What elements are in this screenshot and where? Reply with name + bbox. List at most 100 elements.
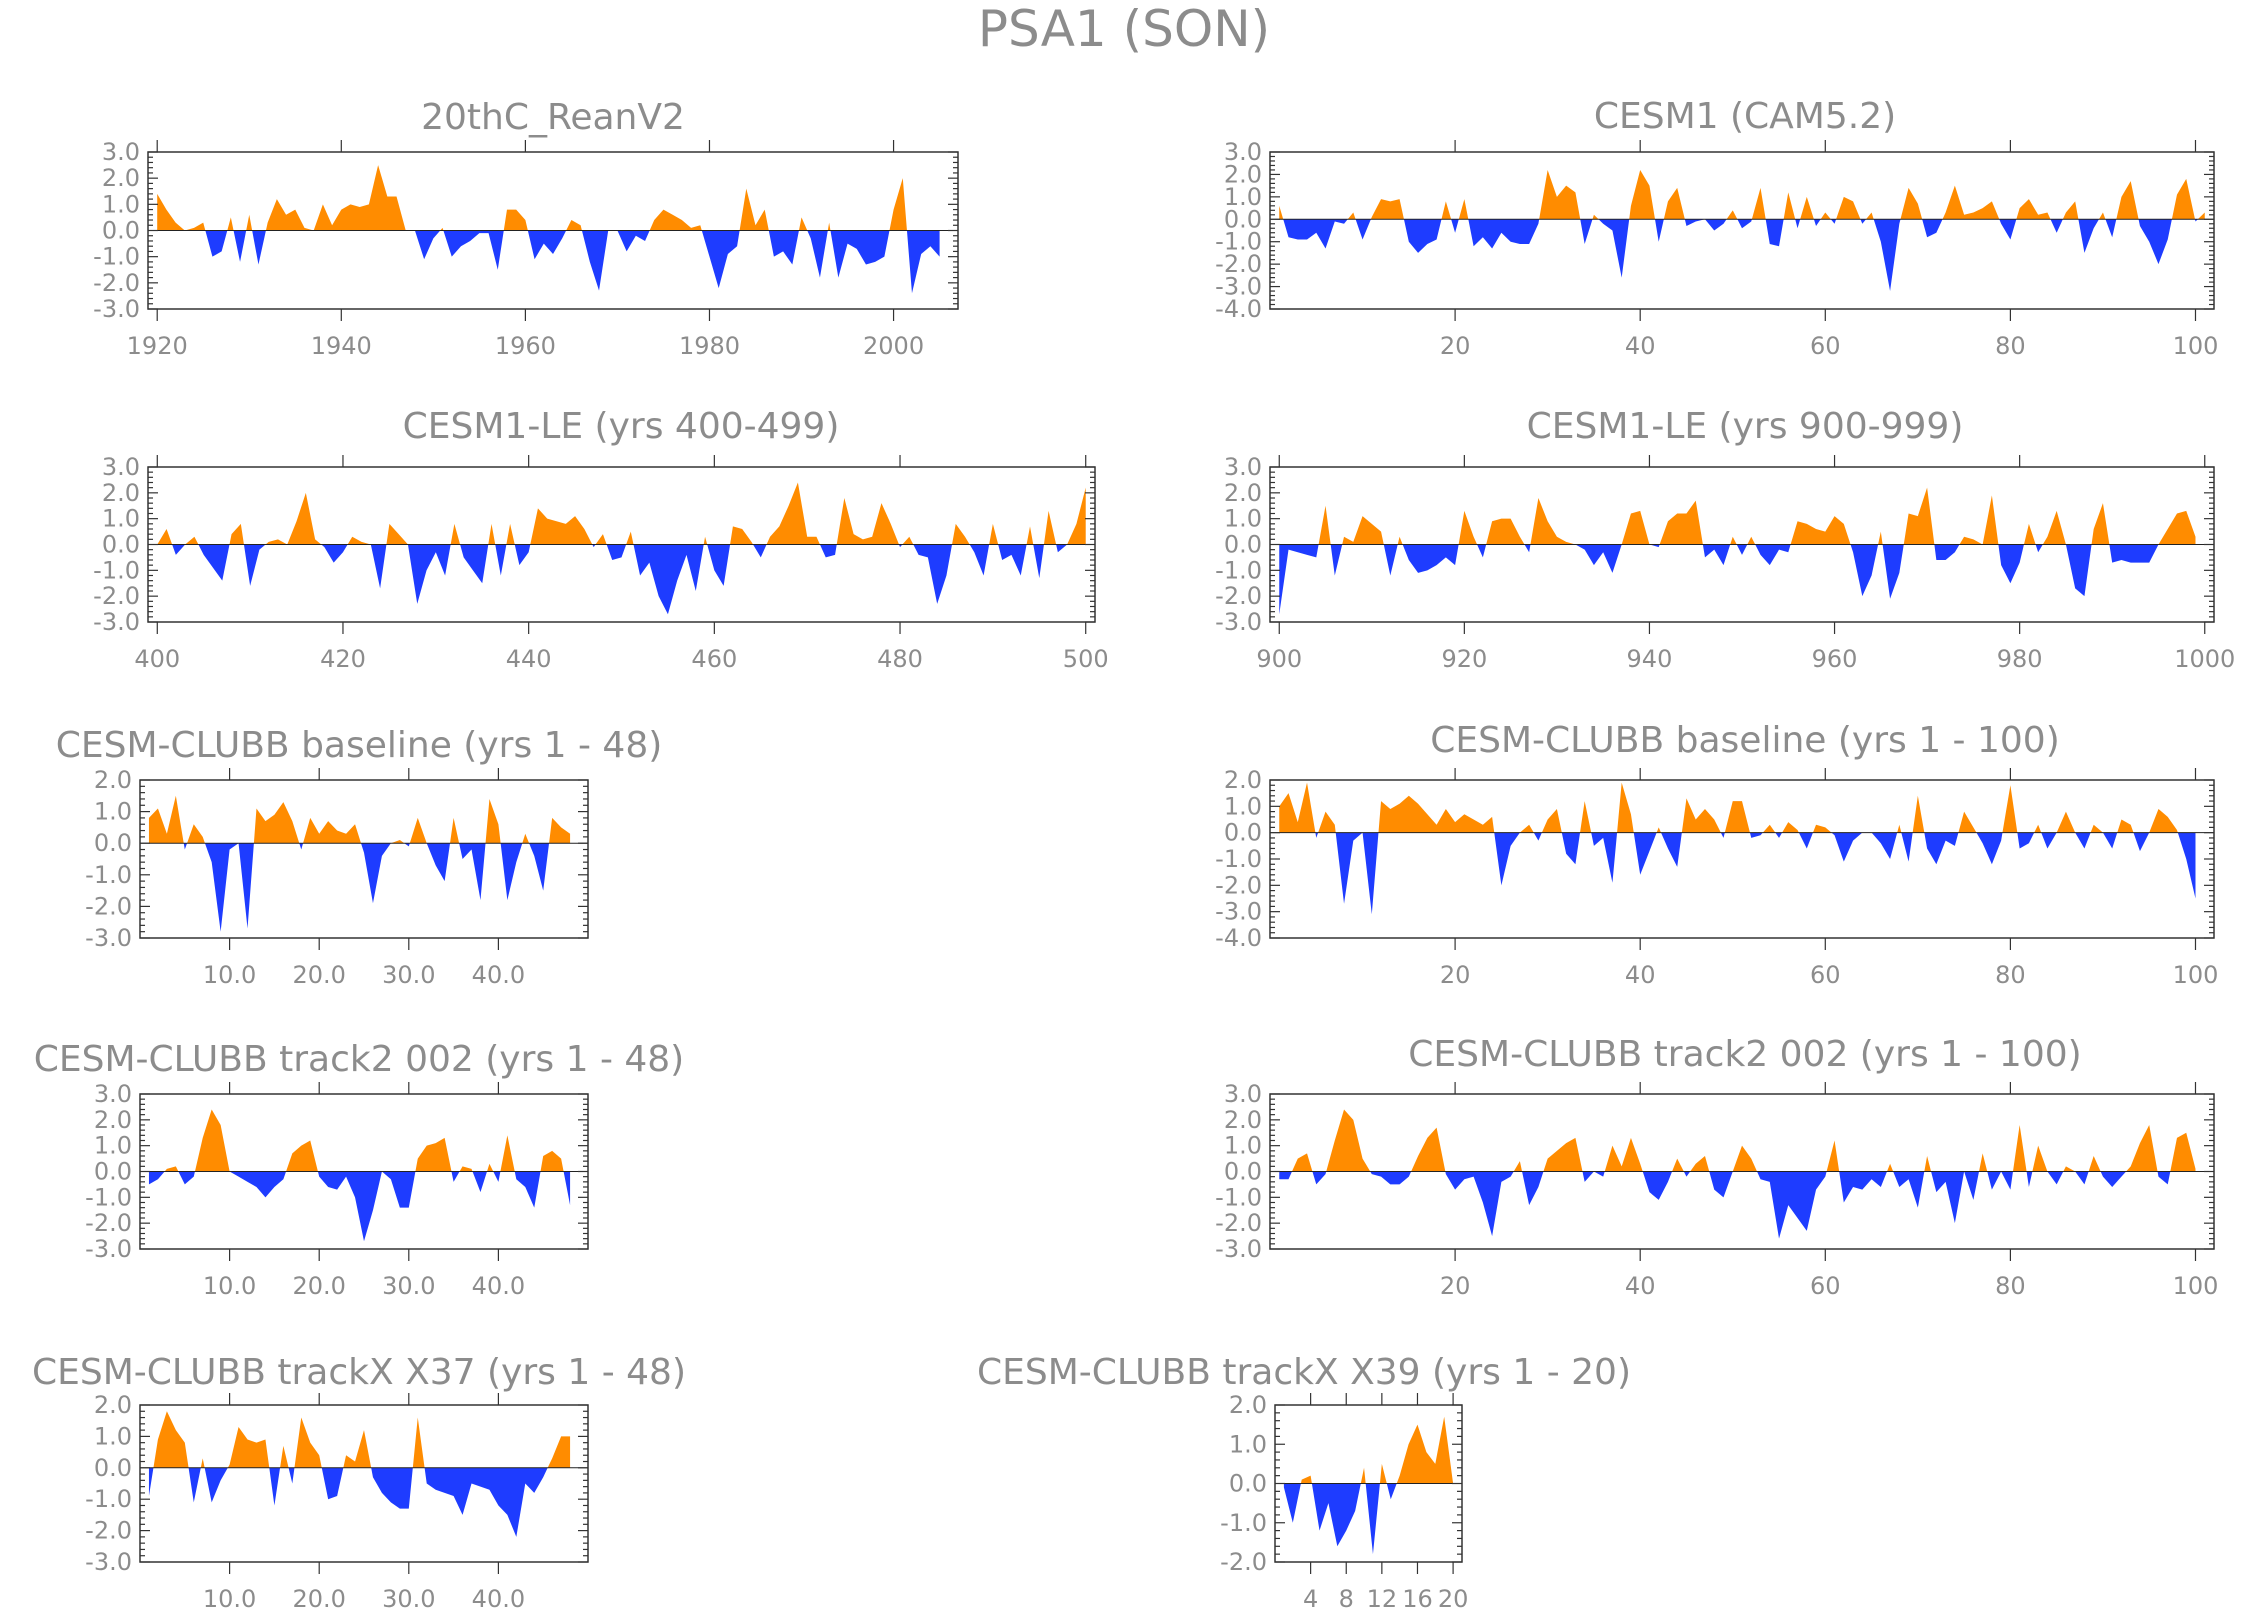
panel-title: CESM-CLUBB track2 002 (yrs 1 - 100) xyxy=(1408,1034,2081,1075)
x-tick-label: 40 xyxy=(1625,1272,1656,1300)
positive-area xyxy=(1279,782,2196,833)
x-tick-label: 900 xyxy=(1256,645,1302,673)
y-tick-label: -3.0 xyxy=(1215,898,1262,926)
panel-title: CESM-CLUBB track2 002 (yrs 1 - 48) xyxy=(34,1039,684,1080)
x-tick-label: 60 xyxy=(1810,1272,1841,1300)
y-tick-label: 0.0 xyxy=(1229,1470,1267,1498)
y-tick-label: 1.0 xyxy=(1224,1132,1262,1160)
x-tick-label: 8 xyxy=(1339,1585,1354,1612)
panel-title: CESM1-LE (yrs 400-499) xyxy=(403,406,840,447)
y-tick-label: 2.0 xyxy=(102,479,140,507)
x-tick-label: 20 xyxy=(1440,332,1471,360)
x-tick-label: 460 xyxy=(691,645,737,673)
y-tick-label: 1.0 xyxy=(94,1422,132,1450)
x-tick-label: 420 xyxy=(320,645,366,673)
y-tick-label: -3.0 xyxy=(1215,608,1262,636)
negative-area xyxy=(148,1171,571,1242)
positive-area xyxy=(157,165,940,231)
y-tick-label: 0.0 xyxy=(102,531,140,559)
y-tick-label: 1.0 xyxy=(102,190,140,218)
chart-panel: CESM-CLUBB track2 002 (yrs 1 - 100) 3.02.… xyxy=(1215,1034,2218,1300)
y-tick-label: -2.0 xyxy=(85,1517,132,1545)
negative-area xyxy=(157,230,940,294)
y-tick-label: 2.0 xyxy=(1224,160,1262,188)
chart-panel: CESM-CLUBB trackX X37 (yrs 1 - 48)2.0 1.0… xyxy=(32,1352,686,1612)
y-tick-label: 1.0 xyxy=(94,798,132,826)
chart-panel: 20thC_ReanV2 3.02.01.00.0-1.0-2.0-3.0 1920… xyxy=(93,97,959,360)
x-tick-label: 30.0 xyxy=(382,1272,435,1300)
y-tick-label: -1.0 xyxy=(85,1485,132,1513)
positive-area xyxy=(1279,169,2205,220)
y-tick-label: -1.0 xyxy=(1215,845,1262,873)
x-tick-label: 40.0 xyxy=(472,1272,525,1300)
plot-frame xyxy=(139,779,589,939)
y-tick-label: 2.0 xyxy=(1224,479,1262,507)
x-tick-label: 20 xyxy=(1440,1272,1471,1300)
x-tick-label: 16 xyxy=(1402,1585,1433,1612)
y-tick-label: 3.0 xyxy=(94,1080,132,1108)
y-tick-label: 0.0 xyxy=(102,217,140,245)
positive-area xyxy=(148,795,571,844)
y-tick-label: 1.0 xyxy=(94,1132,132,1160)
x-tick-label: 40.0 xyxy=(472,961,525,989)
chart-panel: CESM1-LE (yrs 400-499) 3.02.01.00.0-1.0-2… xyxy=(93,406,1108,673)
y-tick-label: 2.0 xyxy=(94,766,132,794)
x-tick-label: 920 xyxy=(1441,645,1487,673)
x-tick-label: 100 xyxy=(2173,961,2219,989)
x-tick-label: 60 xyxy=(1810,332,1841,360)
x-tick-label: 2000 xyxy=(863,332,924,360)
y-tick-label: 0.0 xyxy=(94,1158,132,1186)
x-tick-label: 1980 xyxy=(679,332,740,360)
negative-area xyxy=(1279,1171,2196,1239)
y-tick-label: 2.0 xyxy=(1224,766,1262,794)
y-tick-label: 1.0 xyxy=(1224,792,1262,820)
y-tick-label: -4.0 xyxy=(1215,924,1262,952)
negative-area xyxy=(1279,544,2196,615)
y-tick-label: -4.0 xyxy=(1215,295,1262,323)
x-tick-label: 20.0 xyxy=(292,961,345,989)
x-tick-label: 940 xyxy=(1627,645,1673,673)
positive-area xyxy=(1283,1416,1454,1484)
panel-title: CESM-CLUBB baseline (yrs 1 - 100) xyxy=(1430,720,2060,761)
y-tick-label: 2.0 xyxy=(1229,1391,1267,1419)
y-tick-label: -2.0 xyxy=(93,269,140,297)
y-tick-label: -3.0 xyxy=(93,295,140,323)
plot-frame xyxy=(1269,151,2215,310)
x-tick-label: 80 xyxy=(1995,332,2026,360)
y-tick-label: 2.0 xyxy=(1224,1106,1262,1134)
y-tick-label: -3.0 xyxy=(85,924,132,952)
y-tick-label: 0.0 xyxy=(94,829,132,857)
panel-title: CESM1-LE (yrs 900-999) xyxy=(1527,406,1964,447)
x-tick-label: 100 xyxy=(2173,1272,2219,1300)
x-tick-label: 500 xyxy=(1063,645,1109,673)
y-tick-label: 2.0 xyxy=(94,1106,132,1134)
y-tick-label: -2.0 xyxy=(1215,250,1262,278)
y-tick-label: -2.0 xyxy=(1215,1209,1262,1237)
x-tick-label: 980 xyxy=(1997,645,2043,673)
y-tick-label: -1.0 xyxy=(93,243,140,271)
y-tick-label: -1.0 xyxy=(85,861,132,889)
negative-area xyxy=(1283,1483,1454,1555)
panel-title: CESM-CLUBB trackX X37 (yrs 1 - 48) xyxy=(32,1352,686,1393)
x-tick-label: 20 xyxy=(1438,1585,1469,1612)
y-tick-label: 0.0 xyxy=(1224,819,1262,847)
chart-panel: CESM-CLUBB trackX X39 (yrs 1 - 20)2.0 1.0… xyxy=(977,1352,1631,1612)
y-tick-label: -1.0 xyxy=(1220,1509,1267,1537)
y-tick-label: -3.0 xyxy=(85,1548,132,1576)
y-tick-label: -2.0 xyxy=(1220,1548,1267,1576)
y-tick-label: 1.0 xyxy=(1229,1430,1267,1458)
y-tick-label: 0.0 xyxy=(1224,1158,1262,1186)
panels-container: 20thC_ReanV23.02.01.00.0-1.0-2.0-3.01920… xyxy=(32,96,2235,1612)
x-tick-label: 10.0 xyxy=(203,1585,256,1612)
chart-panel: CESM1 (CAM5.2) 3.02.01.00.0-1.0-2.0-3.0-4… xyxy=(1215,96,2218,360)
negative-area xyxy=(157,544,1086,615)
y-tick-label: -2.0 xyxy=(1215,871,1262,899)
y-tick-label: 3.0 xyxy=(1224,453,1262,481)
x-tick-label: 60 xyxy=(1810,961,1841,989)
y-tick-label: -1.0 xyxy=(85,1183,132,1211)
y-tick-label: -2.0 xyxy=(85,1209,132,1237)
plot-frame xyxy=(139,1404,589,1563)
positive-area xyxy=(1279,487,2196,545)
y-tick-label: -2.0 xyxy=(85,892,132,920)
